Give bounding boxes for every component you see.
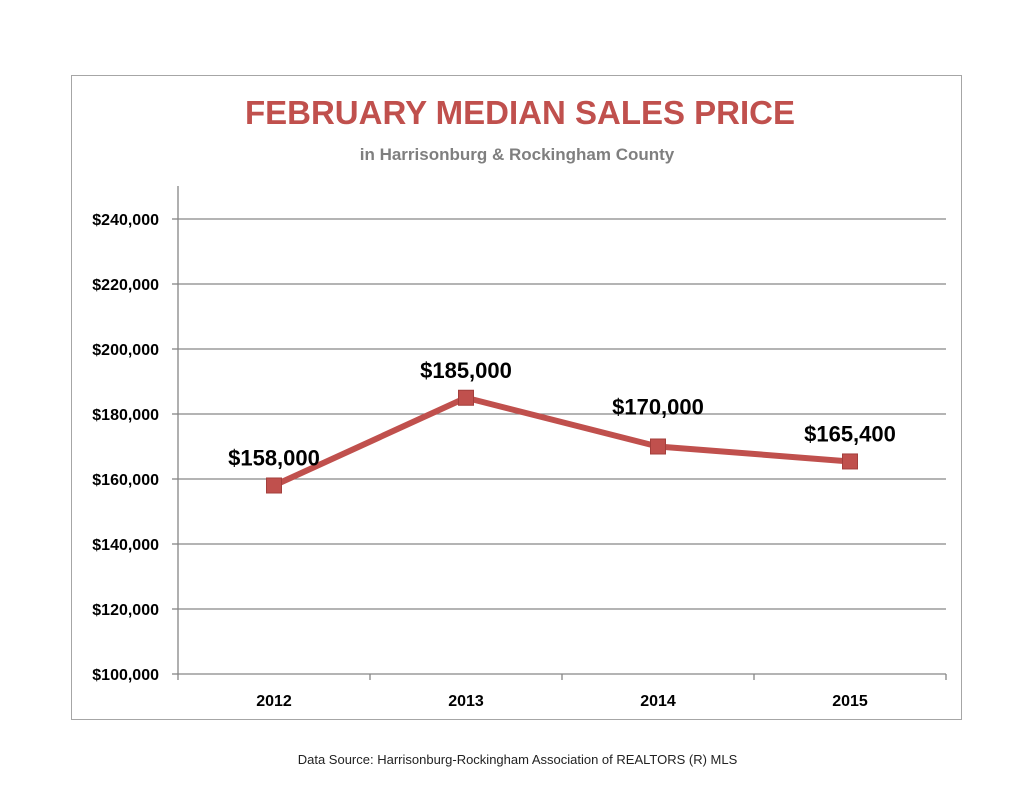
series xyxy=(266,389,858,494)
data-label: $158,000 xyxy=(228,446,320,471)
y-tick-label: $100,000 xyxy=(92,667,159,684)
x-tick-label: 2012 xyxy=(256,693,292,710)
data-source-note: Data Source: Harrisonburg-Rockingham Ass… xyxy=(297,752,738,767)
y-tick-label: $140,000 xyxy=(92,537,159,554)
data-point-marker xyxy=(842,453,858,470)
data-labels: $158,000 $185,000 $170,000 $165,400 xyxy=(228,358,896,471)
y-tick-label: $180,000 xyxy=(92,407,159,424)
x-tick-label: 2014 xyxy=(640,693,676,710)
series-line xyxy=(271,394,853,489)
y-tick-label: $240,000 xyxy=(92,212,159,229)
axes: $100,000 $120,000 $140,000 $160,000 $180,000… xyxy=(92,186,947,710)
y-tick-label: $200,000 xyxy=(92,342,159,359)
data-label: $165,400 xyxy=(804,421,896,446)
chart-subtitle: in Harrisonburg & Rockingham County xyxy=(360,145,675,164)
data-label: $185,000 xyxy=(420,358,512,383)
data-label: $170,000 xyxy=(612,395,704,420)
x-tick-label: 2013 xyxy=(448,693,484,710)
chart-frame xyxy=(71,75,962,720)
data-point-marker xyxy=(650,438,666,455)
data-point-marker xyxy=(266,477,282,494)
chart-title: FEBRUARY MEDIAN SALES PRICE xyxy=(245,94,795,131)
data-point-marker xyxy=(458,389,474,406)
x-tick-label: 2015 xyxy=(832,693,868,710)
y-tick-label: $220,000 xyxy=(92,277,159,294)
y-tick-label: $120,000 xyxy=(92,602,159,619)
line-chart: FEBRUARY MEDIAN SALES PRICE in Harrisonb… xyxy=(92,94,947,710)
gridlines xyxy=(178,218,946,610)
y-tick-label: $160,000 xyxy=(92,472,159,489)
